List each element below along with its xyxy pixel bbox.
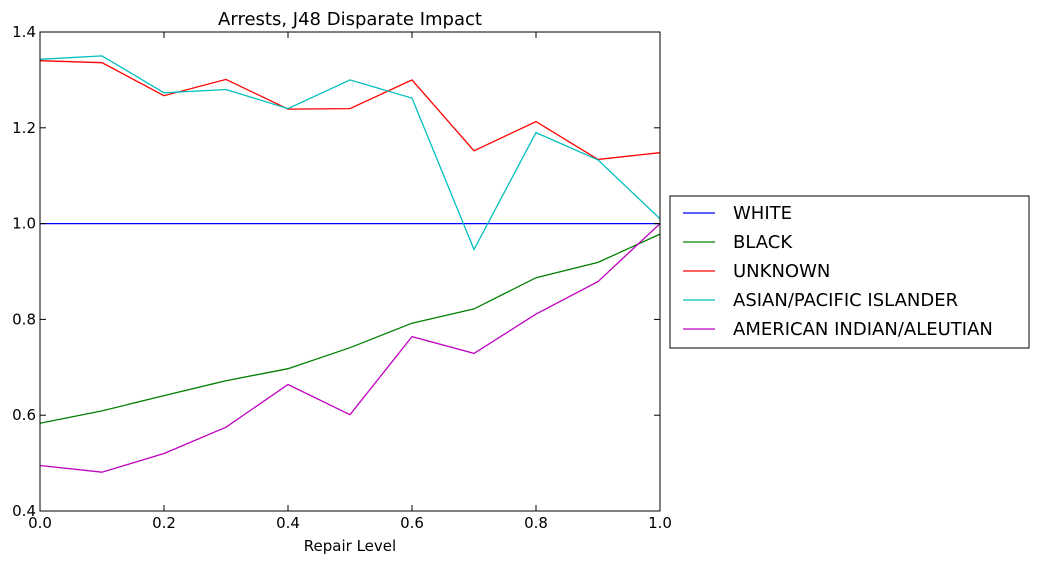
series-layer [39, 55, 661, 473]
series-line-1 [39, 233, 661, 424]
legend-label-1: BLACK [733, 232, 793, 253]
x-tick-label: 1.0 [648, 514, 672, 532]
y-tick-label: 0.8 [12, 310, 36, 328]
legend-label-2: UNKNOWN [733, 261, 830, 282]
series-line-2 [39, 60, 661, 161]
legend-label-4: AMERICAN INDIAN/ALEUTIAN [733, 319, 993, 340]
x-axis-label: Repair Level [304, 537, 396, 555]
x-tick-label: 0.6 [400, 514, 424, 532]
y-tick-label: 1.2 [12, 119, 36, 137]
y-tick-label: 1.4 [12, 23, 36, 41]
legend-label-3: ASIAN/PACIFIC ISLANDER [733, 290, 958, 311]
x-tick-label: 0.2 [152, 514, 176, 532]
ticks-layer: 0.0 0.2 0.4 0.6 0.8 1.0 0.4 0.6 0.8 1.0 1.2 1.4 [12, 23, 672, 532]
chart-title: Arrests, J48 Disparate Impact [218, 9, 482, 30]
y-tick-label: 0.4 [12, 502, 36, 520]
plot-frame [39, 31, 661, 512]
legend-box [669, 195, 1030, 349]
legend: WHITE BLACK UNKNOWN ASIAN/PACIFIC ISLANDER A… [669, 195, 1030, 349]
legend-items: WHITE BLACK UNKNOWN ASIAN/PACIFIC ISLANDER A… [683, 203, 993, 340]
y-tick-label: 0.6 [12, 406, 36, 424]
x-tick-label: 0.8 [524, 514, 548, 532]
series-line-4 [39, 223, 661, 473]
x-tick-label: 0.4 [276, 514, 300, 532]
series-line-3 [39, 55, 661, 252]
legend-label-0: WHITE [733, 203, 792, 224]
x-tick-label: 0.0 [28, 514, 52, 532]
y-tick-label: 1.0 [12, 215, 36, 233]
